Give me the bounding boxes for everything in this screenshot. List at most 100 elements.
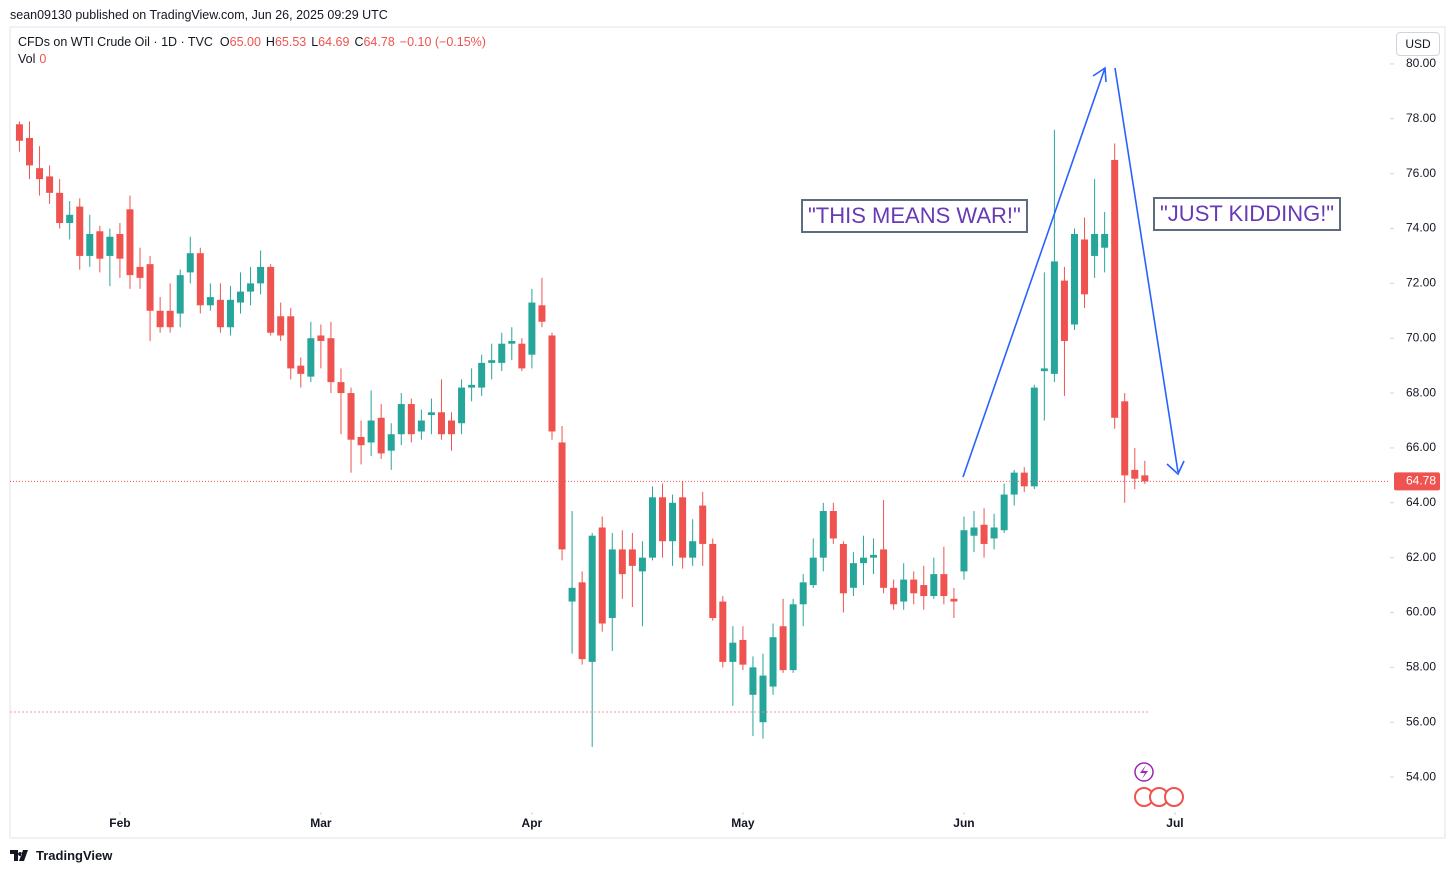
candle-body	[638, 557, 646, 572]
arrows	[962, 66, 1185, 478]
arrow-up	[962, 67, 1106, 478]
candle-body	[920, 585, 928, 597]
candle-body	[769, 637, 777, 687]
candle-body	[287, 316, 295, 369]
candle-body	[588, 535, 596, 662]
candle-body	[1111, 159, 1119, 418]
candle-body	[950, 598, 958, 602]
currency-button[interactable]: USD	[1396, 32, 1440, 56]
lightning	[1140, 765, 1148, 779]
candle-body	[759, 675, 767, 723]
candle-body	[558, 442, 566, 550]
candle-body	[568, 587, 576, 602]
x-tick-label: Jul	[1166, 816, 1183, 830]
candle-body	[1030, 387, 1038, 487]
candle-body	[247, 283, 255, 292]
candle-body	[367, 420, 375, 443]
ohlc: O65.00 H65.53 L64.69 C64.78	[220, 35, 400, 49]
candle-body	[86, 233, 94, 256]
candle-body	[216, 299, 224, 328]
candle-body	[970, 527, 978, 536]
candle-body	[608, 549, 616, 618]
change: −0.10 (−0.15%)	[399, 35, 486, 49]
ohlc-value: 65.00	[229, 35, 261, 49]
candle-body	[618, 549, 626, 575]
ohlc-value: 65.53	[274, 35, 307, 49]
candle-body	[357, 436, 365, 446]
ohlc-key: L	[311, 35, 319, 49]
candle-body	[267, 266, 275, 333]
y-tick-label: 70.00	[1406, 330, 1436, 344]
candle-body	[317, 335, 325, 341]
candle-body	[829, 511, 837, 539]
candle-body	[578, 582, 586, 660]
arrow-head	[1166, 460, 1185, 476]
candle-body	[226, 299, 234, 328]
y-tick-label: 74.00	[1406, 221, 1436, 235]
candle-body	[859, 557, 867, 564]
candle-body	[1040, 368, 1048, 372]
candle-body	[890, 587, 898, 605]
candle-body	[669, 502, 677, 542]
candle-body	[116, 233, 124, 259]
symbol: CFDs on WTI Crude Oil · 1D · TVC	[18, 35, 213, 49]
ohlc-value: 64.69	[318, 35, 350, 49]
candle-body	[186, 253, 194, 273]
ohlc-key: O	[219, 35, 230, 49]
y-tick-label: 62.00	[1406, 550, 1436, 564]
candle-body	[1091, 233, 1099, 256]
candle-body	[1020, 472, 1028, 487]
candle-body	[488, 360, 496, 363]
annotation: "THIS MEANS WAR!"	[801, 199, 1028, 233]
candle-body	[809, 557, 817, 586]
candle-body	[46, 176, 54, 193]
candle-body	[1121, 401, 1129, 476]
candle-body	[1081, 239, 1089, 295]
candle-body	[729, 642, 737, 662]
candle-body	[719, 601, 727, 662]
last-price-label: 64.78	[1406, 474, 1436, 488]
candle-body	[749, 667, 757, 695]
y-tick-label: 78.00	[1406, 111, 1436, 125]
candle-body	[25, 137, 33, 166]
arrow-down	[1114, 67, 1179, 473]
y-tick-label: 60.00	[1406, 605, 1436, 619]
candle-body	[1060, 280, 1068, 341]
candle-body	[508, 340, 516, 344]
ohlc-key: C	[354, 35, 364, 49]
flag-icon	[1164, 787, 1184, 807]
x-tick-label: Apr	[522, 816, 543, 830]
y-tick-label: 58.00	[1406, 660, 1436, 674]
candle-body	[1131, 469, 1139, 479]
candle-body	[1010, 472, 1018, 495]
y-tick-label: 72.00	[1406, 276, 1436, 290]
candle-body	[448, 420, 456, 435]
candle-body	[1141, 475, 1149, 482]
candle-body	[930, 574, 938, 597]
pane-border	[9, 26, 1446, 839]
candle-body	[779, 626, 787, 671]
candle-body	[849, 563, 857, 588]
candle-body	[1050, 261, 1058, 374]
y-tick-label: 66.00	[1406, 440, 1436, 454]
candle-body	[789, 604, 797, 671]
candle-body	[76, 206, 84, 256]
candle-body	[870, 554, 878, 558]
candle-body	[548, 335, 556, 432]
candle-body	[980, 524, 988, 544]
x-tick-label: Mar	[310, 816, 332, 830]
last-price-box	[1394, 472, 1440, 491]
candle-body	[56, 192, 64, 224]
candle-body	[1101, 233, 1109, 248]
y-tick-label: 68.00	[1406, 385, 1436, 399]
candle-body	[628, 549, 636, 566]
candle-body	[528, 302, 536, 355]
candle-body	[960, 530, 968, 572]
candle-body	[66, 214, 74, 224]
candle-body	[478, 362, 486, 388]
ohlc-key: H	[265, 35, 275, 49]
candle-body	[598, 527, 606, 624]
candle-body	[307, 338, 315, 377]
